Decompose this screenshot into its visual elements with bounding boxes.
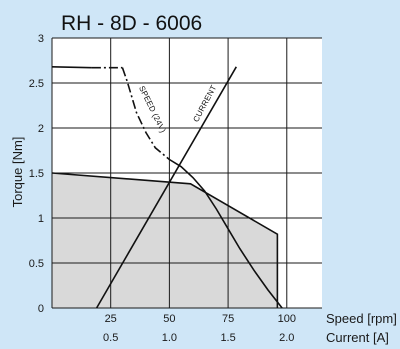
current-curve-line [95,66,237,309]
current-axis-label: Current [A] [326,330,389,345]
chart-title: RH - 8D - 6006 [61,12,202,35]
fill-layer [52,173,278,308]
speed-curve-dashed-knee [121,67,170,161]
y-tick-label: 2.5 [29,78,44,90]
speed-curve-solid [168,158,283,309]
y-tick-label: 0 [38,303,44,315]
speed-tick-label: 100 [278,313,296,325]
current-tick-label: 1.5 [220,332,235,344]
operating-region-0 [52,173,278,308]
region-boundary-line [51,172,279,308]
current-tick-label: 0.5 [103,332,118,344]
speed-curve-solid-top [51,66,92,69]
current-tick-label: 2.0 [279,332,294,344]
y-axis-label: Torque [Nm] [10,137,25,208]
y-tick-label: 1.5 [29,168,44,180]
y-tick-label: 3 [38,33,44,45]
speed-tick-label: 50 [163,313,175,325]
curve-layer [51,66,283,309]
current-tick-label: 1.0 [162,332,177,344]
y-tick-label: 2 [38,123,44,135]
speed-axis-label: Speed [rpm] [326,311,397,326]
speed-tick-label: 75 [222,313,234,325]
y-tick-label: 1 [38,213,44,225]
speed-tick-label: 25 [105,313,117,325]
y-tick-label: 0.5 [29,258,44,270]
